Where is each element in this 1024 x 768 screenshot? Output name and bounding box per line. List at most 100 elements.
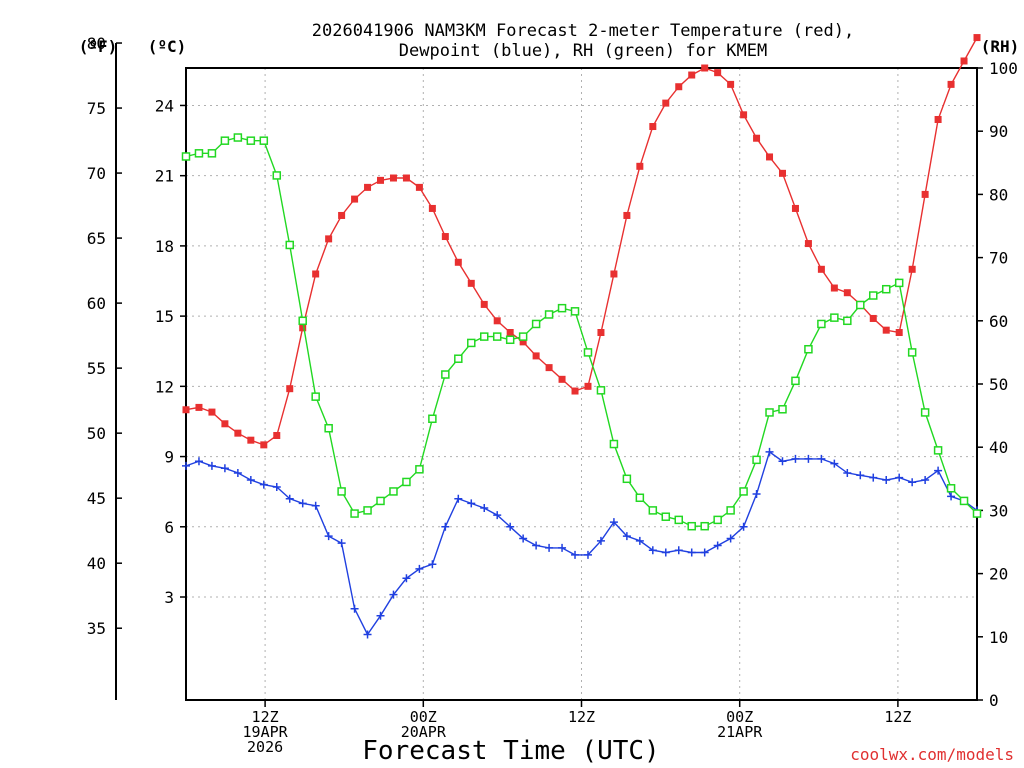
2-meter-temperature-point xyxy=(221,420,229,428)
rh-point xyxy=(363,506,372,515)
2-meter-temperature-point xyxy=(740,111,748,119)
2-meter-temperature-point xyxy=(286,385,294,393)
2-meter-temperature-point xyxy=(182,406,190,414)
celsius-tick-label: 12 xyxy=(155,377,174,396)
rh-point xyxy=(467,338,476,348)
rh-tick-label: 40 xyxy=(989,438,1008,457)
rh-point xyxy=(402,477,411,487)
rh-tick-label: 70 xyxy=(989,249,1008,268)
x-tick-label: 20APR xyxy=(401,723,447,741)
2-meter-temperature-point xyxy=(506,329,514,337)
2-meter-temperature-point xyxy=(688,71,696,79)
rh-point xyxy=(752,455,761,465)
2-meter-temperature-point xyxy=(597,329,605,337)
2-meter-temperature-point xyxy=(415,183,423,191)
fahrenheit-tick-label: 45 xyxy=(87,489,106,508)
rh-point xyxy=(661,512,671,521)
fahrenheit-tick-label: 75 xyxy=(87,99,106,118)
dewpoint-point xyxy=(687,548,696,557)
rh-point xyxy=(492,332,502,341)
rh-point xyxy=(894,278,904,288)
2-meter-temperature-point xyxy=(493,317,501,325)
rh-point xyxy=(791,376,800,386)
dewpoint-point xyxy=(947,492,956,501)
dewpoint-point xyxy=(454,494,463,503)
dewpoint-point xyxy=(830,459,839,468)
x-tick-label: 2026 xyxy=(247,738,283,756)
rh-point xyxy=(830,313,839,322)
x-tick-label: 00Z xyxy=(726,708,753,726)
rh-point xyxy=(181,152,191,161)
2-meter-temperature-point xyxy=(571,387,579,395)
2-meter-temperature-point xyxy=(623,211,631,219)
2-meter-temperature-point xyxy=(817,265,825,273)
dewpoint-point xyxy=(817,454,826,463)
2-meter-temperature-point xyxy=(247,436,255,444)
rh-point xyxy=(804,344,813,354)
2-meter-temperature-point xyxy=(649,123,657,131)
fahrenheit-tick-label: 35 xyxy=(87,619,106,638)
2-meter-temperature-point xyxy=(299,324,307,332)
dewpoint-point xyxy=(415,564,424,573)
2-meter-temperature-point xyxy=(260,441,268,449)
2-meter-temperature-point xyxy=(208,408,216,416)
2-meter-temperature-point xyxy=(778,169,786,177)
2-meter-temperature-point xyxy=(882,326,890,334)
rh-tick-label: 10 xyxy=(989,628,1008,647)
dewpoint-point xyxy=(648,546,657,555)
dewpoint-point xyxy=(519,534,528,543)
dewpoint-point xyxy=(428,560,437,569)
dewpoint-point xyxy=(402,574,411,583)
rh-point xyxy=(726,506,735,515)
2-meter-temperature-point xyxy=(921,190,929,198)
rh-tick-label: 90 xyxy=(989,122,1008,141)
rh-tick-label: 30 xyxy=(989,501,1008,520)
rh-point xyxy=(869,291,878,300)
rh-point xyxy=(609,439,619,449)
dewpoint-point xyxy=(493,511,502,520)
2-meter-temperature-point xyxy=(934,115,942,123)
rh-point xyxy=(207,149,217,158)
rh-point xyxy=(635,493,645,503)
rh-point xyxy=(285,240,294,250)
dewpoint-point xyxy=(700,548,709,557)
dewpoint-point xyxy=(804,454,813,463)
dewpoint-point xyxy=(311,501,320,510)
2-meter-temperature-point xyxy=(402,174,410,182)
dewpoint-point xyxy=(571,550,580,559)
rh-tick-label: 50 xyxy=(989,375,1008,394)
dewpoint-point xyxy=(480,504,489,513)
rh-point xyxy=(739,487,748,496)
rh-point xyxy=(298,316,307,326)
plot-frame xyxy=(185,67,978,701)
dewpoint-point xyxy=(596,536,605,545)
dewpoint-point xyxy=(752,490,761,499)
x-tick-label: 21APR xyxy=(717,723,763,741)
2-meter-temperature-point xyxy=(389,174,397,182)
2-meter-temperature-point xyxy=(364,183,372,191)
dewpoint-point xyxy=(376,611,385,620)
rh-tick-label: 0 xyxy=(989,691,999,710)
dewpoint-point xyxy=(622,532,631,541)
rh-tick-label: 20 xyxy=(989,565,1008,584)
dewpoint-point xyxy=(609,518,618,527)
x-tick-label: 12Z xyxy=(568,708,595,726)
2-meter-temperature-point xyxy=(467,279,475,287)
dewpoint-point xyxy=(661,548,670,557)
rh-point xyxy=(233,133,243,142)
rh-point xyxy=(933,446,943,455)
dewpoint-point xyxy=(194,457,203,466)
rh-point xyxy=(246,136,256,145)
2-meter-temperature-point xyxy=(895,329,903,337)
dewpoint-point xyxy=(259,480,268,489)
rh-point xyxy=(713,515,722,525)
rh-point xyxy=(531,319,541,329)
2-meter-temperature-point xyxy=(662,99,670,107)
2-meter-temperature-point xyxy=(312,270,320,278)
rh-point xyxy=(544,310,554,319)
dewpoint-point xyxy=(272,482,281,491)
dewpoint-point xyxy=(921,475,930,484)
rh-point xyxy=(946,484,956,493)
rh-tick-label: 100 xyxy=(989,59,1018,78)
2-meter-temperature-point xyxy=(973,34,981,42)
